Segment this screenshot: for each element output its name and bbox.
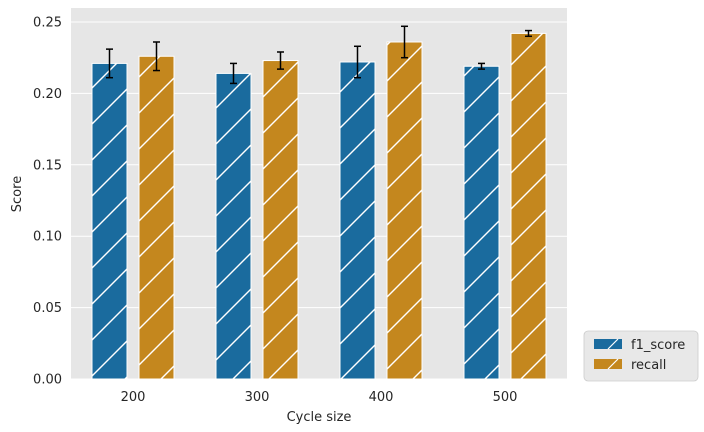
legend-swatch-recall	[594, 359, 622, 369]
legend-label-recall: recall	[631, 358, 666, 373]
x-tick-label: 300	[245, 390, 270, 405]
x-tick-label: 400	[369, 390, 394, 405]
y-tick-labels: 0.00 0.05 0.10 0.15 0.20 0.25	[33, 16, 62, 388]
legend-hatch-f1_score	[607, 338, 619, 350]
y-tick-label: 0.20	[33, 87, 62, 102]
y-tick-label: 0.05	[33, 301, 62, 316]
bar-hatch-f1_score	[463, 65, 500, 380]
x-tick-label: 200	[121, 390, 146, 405]
y-tick-label: 0.00	[33, 373, 62, 388]
bar-hatch-f1_score	[91, 62, 128, 380]
bar-hatch-f1_score	[215, 72, 252, 380]
bar-hatch-recall	[510, 32, 547, 380]
bar-hatch-recall	[262, 60, 299, 380]
x-axis-label: Cycle size	[287, 410, 352, 425]
legend-hatch-recall	[607, 358, 619, 370]
y-axis-label: Score	[10, 176, 25, 212]
bar-hatch-f1_score	[339, 61, 376, 380]
bar-hatch-recall	[386, 41, 423, 380]
x-tick-labels: 200 300 400 500	[121, 390, 518, 405]
x-tick-label: 500	[493, 390, 518, 405]
legend-label-f1_score: f1_score	[631, 338, 685, 353]
y-tick-label: 0.15	[33, 158, 62, 173]
bars	[91, 25, 547, 380]
y-tick-label: 0.25	[33, 16, 62, 31]
y-tick-label: 0.10	[33, 230, 62, 245]
bar-hatch-recall	[138, 55, 175, 380]
legend-swatch-f1_score	[594, 339, 622, 349]
